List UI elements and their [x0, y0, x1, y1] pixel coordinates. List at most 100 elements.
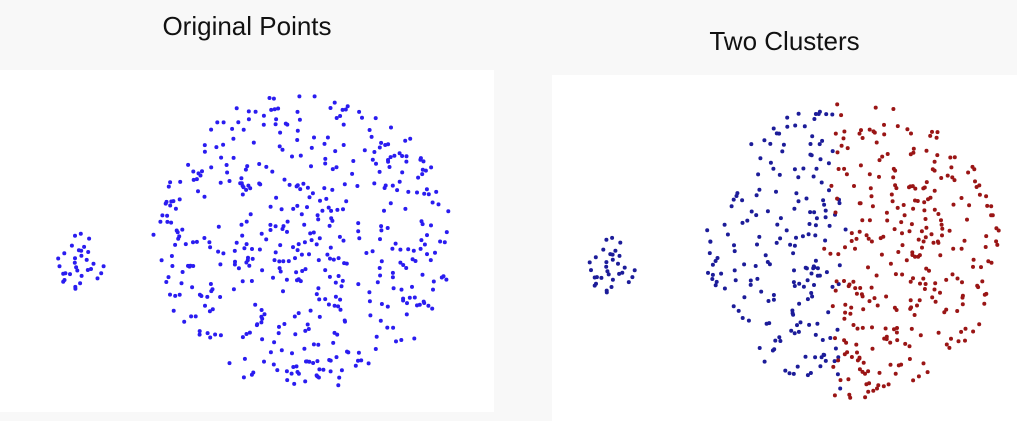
scatter-point — [778, 339, 783, 343]
scatter-point — [610, 252, 615, 257]
scatter-point — [831, 364, 836, 369]
scatter-point — [356, 350, 361, 355]
scatter-point — [406, 189, 411, 194]
scatter-point — [909, 222, 914, 227]
scatter-point — [337, 375, 342, 380]
scatter-point — [927, 268, 931, 273]
scatter-point — [833, 131, 838, 136]
scatter-point — [219, 155, 224, 160]
scatter-point — [745, 218, 750, 223]
scatter-point — [245, 164, 250, 169]
scatter-point — [813, 223, 818, 228]
scatter-point — [333, 280, 338, 285]
scatter-point — [915, 199, 920, 203]
scatter-point — [778, 236, 783, 241]
scatter-point — [336, 274, 341, 278]
scatter-point — [307, 195, 312, 200]
scatter-point — [777, 131, 782, 136]
scatter-point — [73, 256, 77, 261]
scatter-point — [434, 189, 439, 194]
scatter-point — [317, 236, 322, 241]
scatter-point — [350, 171, 355, 176]
scatter-point — [707, 251, 712, 256]
scatter-point — [775, 222, 780, 227]
scatter-point — [169, 254, 174, 258]
scatter-point — [956, 339, 961, 344]
scatter-point — [190, 285, 195, 290]
scatter-point — [325, 252, 330, 257]
scatter-point — [268, 222, 273, 227]
scatter-point — [194, 177, 199, 182]
scatter-point — [895, 326, 899, 330]
scatter-point — [216, 224, 221, 229]
scatter-point — [394, 339, 398, 344]
scatter-point — [191, 240, 195, 245]
scatter-point — [315, 359, 320, 364]
scatter-point — [276, 106, 281, 111]
scatter-point — [892, 227, 897, 232]
scatter-point — [379, 224, 384, 229]
scatter-point — [277, 144, 282, 149]
scatter-point — [323, 297, 328, 302]
scatter-point — [932, 159, 937, 164]
scatter-point — [260, 268, 265, 273]
scatter-point — [971, 329, 976, 334]
scatter-point — [168, 203, 173, 208]
scatter-point — [309, 238, 314, 243]
scatter-point — [959, 329, 964, 334]
scatter-point — [959, 196, 964, 200]
scatter-point — [240, 192, 245, 197]
scatter-point — [973, 179, 977, 184]
scatter-point — [884, 334, 889, 339]
scatter-point — [875, 303, 880, 308]
scatter-point — [920, 245, 924, 250]
scatter-point — [257, 162, 262, 166]
scatter-point — [367, 290, 372, 295]
scatter-point — [929, 232, 934, 237]
scatter-point — [811, 266, 816, 271]
scatter-point — [397, 179, 402, 184]
scatter-point — [399, 338, 404, 342]
scatter-point — [422, 191, 427, 196]
scatter-point — [736, 308, 741, 313]
scatter-point — [813, 332, 818, 337]
scatter-point — [893, 371, 898, 376]
scatter-point — [272, 340, 277, 345]
scatter-point — [823, 215, 828, 220]
scatter-point — [732, 249, 737, 254]
scatter-point — [299, 252, 304, 257]
scatter-point — [610, 235, 615, 240]
scatter-point — [213, 332, 218, 337]
scatter-point — [309, 164, 313, 169]
scatter-point — [789, 328, 794, 333]
scatter-point — [247, 263, 252, 268]
scatter-point — [803, 265, 808, 270]
scatter-point — [833, 336, 837, 341]
scatter-point — [69, 243, 74, 248]
scatter-point — [838, 378, 843, 383]
scatter-point — [616, 261, 620, 266]
scatter-point — [732, 268, 737, 273]
scatter-point — [343, 107, 348, 112]
scatter-point — [975, 283, 980, 288]
scatter-point — [289, 371, 294, 376]
scatter-point — [940, 226, 945, 231]
scatter-point — [277, 324, 281, 329]
scatter-point — [202, 194, 207, 199]
scatter-point — [780, 149, 785, 154]
scatter-point — [884, 294, 889, 299]
scatter-point — [880, 154, 885, 159]
scatter-point — [411, 248, 416, 253]
scatter-point — [822, 202, 827, 207]
scatter-point — [860, 294, 865, 299]
scatter-point — [166, 275, 171, 280]
scatter-point — [305, 185, 310, 190]
scatter-point — [792, 331, 797, 336]
scatter-point — [173, 242, 178, 247]
scatter-point — [261, 122, 266, 127]
scatter-point — [593, 255, 598, 260]
scatter-point — [295, 109, 300, 114]
scatter-point — [756, 172, 761, 177]
scatter-point — [62, 278, 67, 282]
scatter-point — [335, 332, 340, 337]
